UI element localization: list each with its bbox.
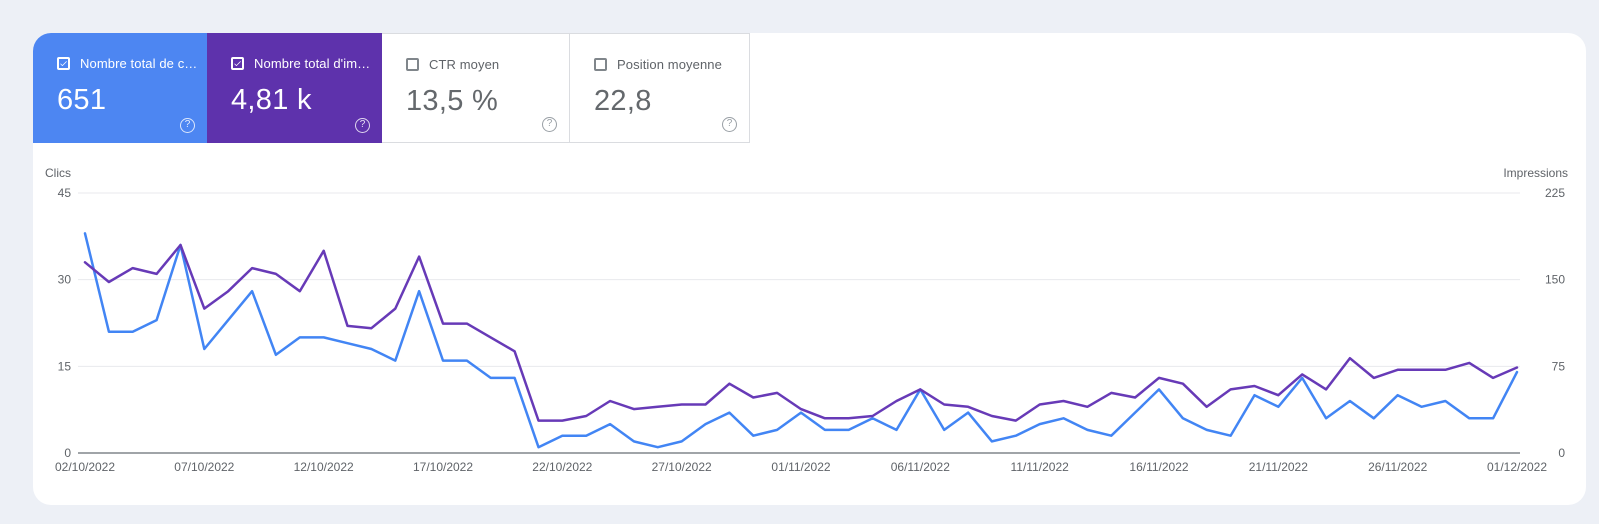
axis-title-impressions: Impressions <box>1503 166 1568 180</box>
checkbox-checked-icon[interactable] <box>231 57 244 70</box>
help-icon[interactable]: ? <box>180 118 195 133</box>
x-axis-tick: 26/11/2022 <box>1368 460 1427 474</box>
metric-card-value: 4,81 k <box>231 84 312 116</box>
x-axis-tick: 06/11/2022 <box>891 460 950 474</box>
metric-card-label: Nombre total de c… <box>80 56 198 71</box>
help-icon[interactable]: ? <box>542 117 557 132</box>
y-axis-tick-left: 30 <box>58 273 72 287</box>
checkbox-unchecked-icon[interactable] <box>406 58 419 71</box>
performance-chart-svg[interactable]: 45 225 30 150 15 75 0 0 Clics Impressions 02/10/20… <box>33 150 1586 505</box>
metric-card-total-clicks[interactable]: Nombre total de c… 651 ? <box>33 33 207 143</box>
metric-card-label: Nombre total d'im… <box>254 56 371 71</box>
metric-card-value: 13,5 % <box>406 85 499 117</box>
metric-card-value: 651 <box>57 84 107 116</box>
axis-title-clicks: Clics <box>45 166 71 180</box>
checkbox-checked-icon[interactable] <box>57 57 70 70</box>
x-axis-tick: 21/11/2022 <box>1249 460 1308 474</box>
y-axis-tick-left: 45 <box>58 186 72 200</box>
performance-chart[interactable]: 45 225 30 150 15 75 0 0 Clics Impressions 02/10/20… <box>33 150 1586 505</box>
checkbox-unchecked-icon[interactable] <box>594 58 607 71</box>
y-axis-tick-left: 15 <box>58 359 72 373</box>
metric-card-total-impressions[interactable]: Nombre total d'im… 4,81 k ? <box>207 33 382 143</box>
y-axis-tick-right: 75 <box>1552 359 1566 373</box>
x-axis-tick: 01/11/2022 <box>771 460 830 474</box>
x-axis-tick: 02/10/2022 <box>55 460 115 474</box>
y-axis-tick-right: 225 <box>1545 186 1565 200</box>
x-axis-tick: 22/10/2022 <box>532 460 592 474</box>
x-axis-tick: 12/10/2022 <box>294 460 354 474</box>
x-axis-tick: 16/11/2022 <box>1129 460 1188 474</box>
metric-card-label: CTR moyen <box>429 57 500 72</box>
metric-card-average-ctr[interactable]: CTR moyen 13,5 % ? <box>382 33 570 143</box>
metric-card-label: Position moyenne <box>617 57 722 72</box>
y-axis-tick-right: 0 <box>1558 446 1565 460</box>
x-axis-tick: 07/10/2022 <box>174 460 234 474</box>
x-axis-tick: 11/11/2022 <box>1011 460 1070 474</box>
x-axis-tick: 01/12/2022 <box>1487 460 1547 474</box>
metric-card-value: 22,8 <box>594 85 652 117</box>
y-axis-tick-right: 150 <box>1545 273 1565 287</box>
y-axis-tick-left: 0 <box>64 446 71 460</box>
x-axis-tick: 27/10/2022 <box>652 460 712 474</box>
x-axis-tick: 17/10/2022 <box>413 460 473 474</box>
metric-card-average-position[interactable]: Position moyenne 22,8 ? <box>570 33 750 143</box>
help-icon[interactable]: ? <box>722 117 737 132</box>
clicks-line[interactable] <box>83 232 1519 449</box>
performance-panel: Nombre total de c… 651 ? Nombre total d'… <box>33 33 1586 505</box>
help-icon[interactable]: ? <box>355 118 370 133</box>
impressions-line[interactable] <box>83 243 1519 422</box>
